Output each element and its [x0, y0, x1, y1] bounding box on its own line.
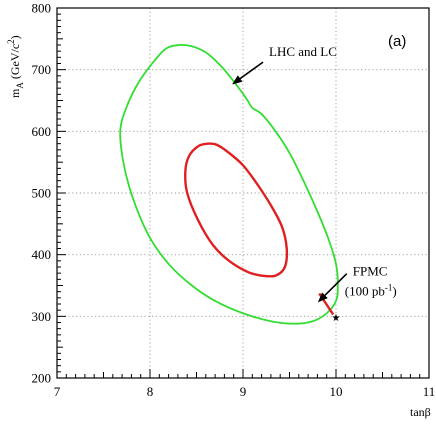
markers: ★	[332, 313, 341, 324]
fpmc-lumi-close: )	[392, 284, 396, 299]
fpmc-segment	[318, 292, 335, 316]
x-tick-label: 8	[147, 384, 154, 399]
x-axis-title: tanβ	[410, 405, 431, 419]
fpmc-arrow	[317, 273, 348, 303]
panel-label: (a)	[388, 33, 406, 50]
axis-ticks	[56, 7, 430, 379]
y-tick-label: 600	[32, 124, 52, 139]
y-tick-label: 400	[32, 247, 52, 262]
x-tick-label: 10	[330, 384, 343, 399]
y-tick-label: 500	[32, 186, 52, 201]
star-marker: ★	[332, 313, 341, 324]
x-tick-label: 7	[54, 384, 61, 399]
y-tick-label: 300	[32, 309, 52, 324]
fpmc-label: FPMC	[353, 264, 388, 279]
y-tick-label: 800	[32, 1, 52, 16]
y-axis-title: mA (GeV/c2)	[6, 35, 25, 98]
y-axis-title-main: m	[8, 88, 22, 98]
y-axis-title-unit: (GeV/c	[8, 44, 22, 82]
lhc-lc-contour	[119, 43, 339, 325]
y-axis-title-unit-sup: 2	[6, 39, 16, 44]
grid-lines	[57, 8, 429, 378]
fpmc-lumi-open: (100 pb	[345, 284, 385, 299]
tick-labels: 7 8 9 10 11 200 300 400 500 600 700 800	[32, 1, 436, 400]
y-tick-label: 200	[32, 371, 52, 386]
annotations: LHC and LC FPMC (100 pb-1)	[232, 44, 397, 303]
y-axis-title-unit-close: )	[8, 35, 22, 39]
fpmc-contour	[183, 142, 289, 278]
y-tick-label: 700	[32, 62, 52, 77]
fpmc-luminosity-label: (100 pb-1)	[345, 283, 397, 299]
x-tick-label: 11	[423, 384, 436, 399]
y-axis-title-sub: A	[15, 82, 25, 89]
series-layer	[119, 43, 339, 325]
fpmc-lumi-sup: -1	[385, 283, 393, 293]
x-tick-label: 9	[240, 384, 247, 399]
lhc-arrow	[232, 61, 264, 85]
lhc-and-lc-label: LHC and LC	[269, 44, 337, 59]
